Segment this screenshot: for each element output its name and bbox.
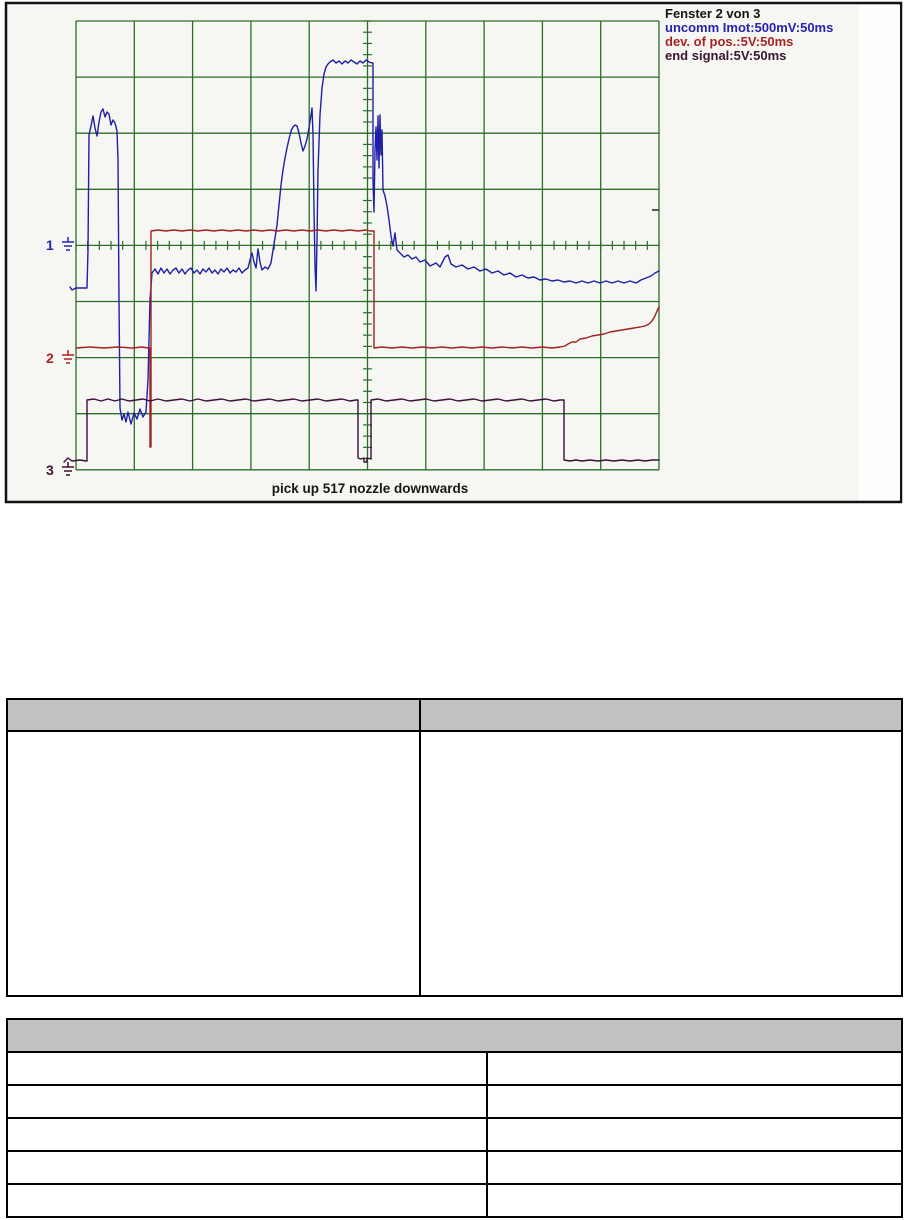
lower-table-cell-right [488,1053,901,1084]
scope-legend: Fenster 2 von 3 uncomm Imot:500mV:50ms d… [665,7,900,63]
upper-table-header-row [8,700,901,732]
legend-channel-1: uncomm Imot:500mV:50ms [665,20,834,35]
lower-table-cell-right [488,1152,901,1183]
table-row [8,1086,901,1119]
channel-marker-label: 2 [46,350,54,366]
legend-channel-3: end signal:5V:50ms [665,48,787,63]
channel-marker-label: 1 [46,237,54,253]
upper-table-body-right [421,732,901,995]
lower-table-cell-left [8,1086,488,1117]
upper-table-body-row [8,732,901,995]
lower-table-cell-left [8,1185,488,1218]
table-row [8,1119,901,1152]
upper-table [6,698,903,997]
lower-table-title-bar [8,1020,901,1053]
oscilloscope-plot: 1 2 3 [4,1,903,504]
trace-end-signal [63,398,660,463]
scope-frame [4,1,903,504]
upper-table-header-left [8,700,421,732]
scope-right-margin [858,5,900,500]
trace-dev-of-pos- [75,229,660,448]
table-row [8,1053,901,1086]
channel-marker-label: 3 [46,462,54,478]
lower-table-cell-right [488,1119,901,1150]
scope-caption: pick up 517 nozzle downwards [271,481,469,496]
scope-window-title: Fenster 2 von 3 [665,6,761,21]
lower-table [6,1018,903,1218]
legend-channel-2: dev. of pos.:5V:50ms [665,34,794,49]
lower-table-cell-right [488,1185,901,1218]
lower-table-cell-left [8,1053,488,1084]
table-row [8,1152,901,1185]
upper-table-header-right [421,700,901,732]
lower-table-cell-left [8,1152,488,1183]
lower-table-cell-left [8,1119,488,1150]
lower-table-cell-right [488,1086,901,1117]
upper-table-body-left [8,732,421,995]
trace-uncomm-imot [69,59,660,425]
table-row [8,1185,901,1218]
